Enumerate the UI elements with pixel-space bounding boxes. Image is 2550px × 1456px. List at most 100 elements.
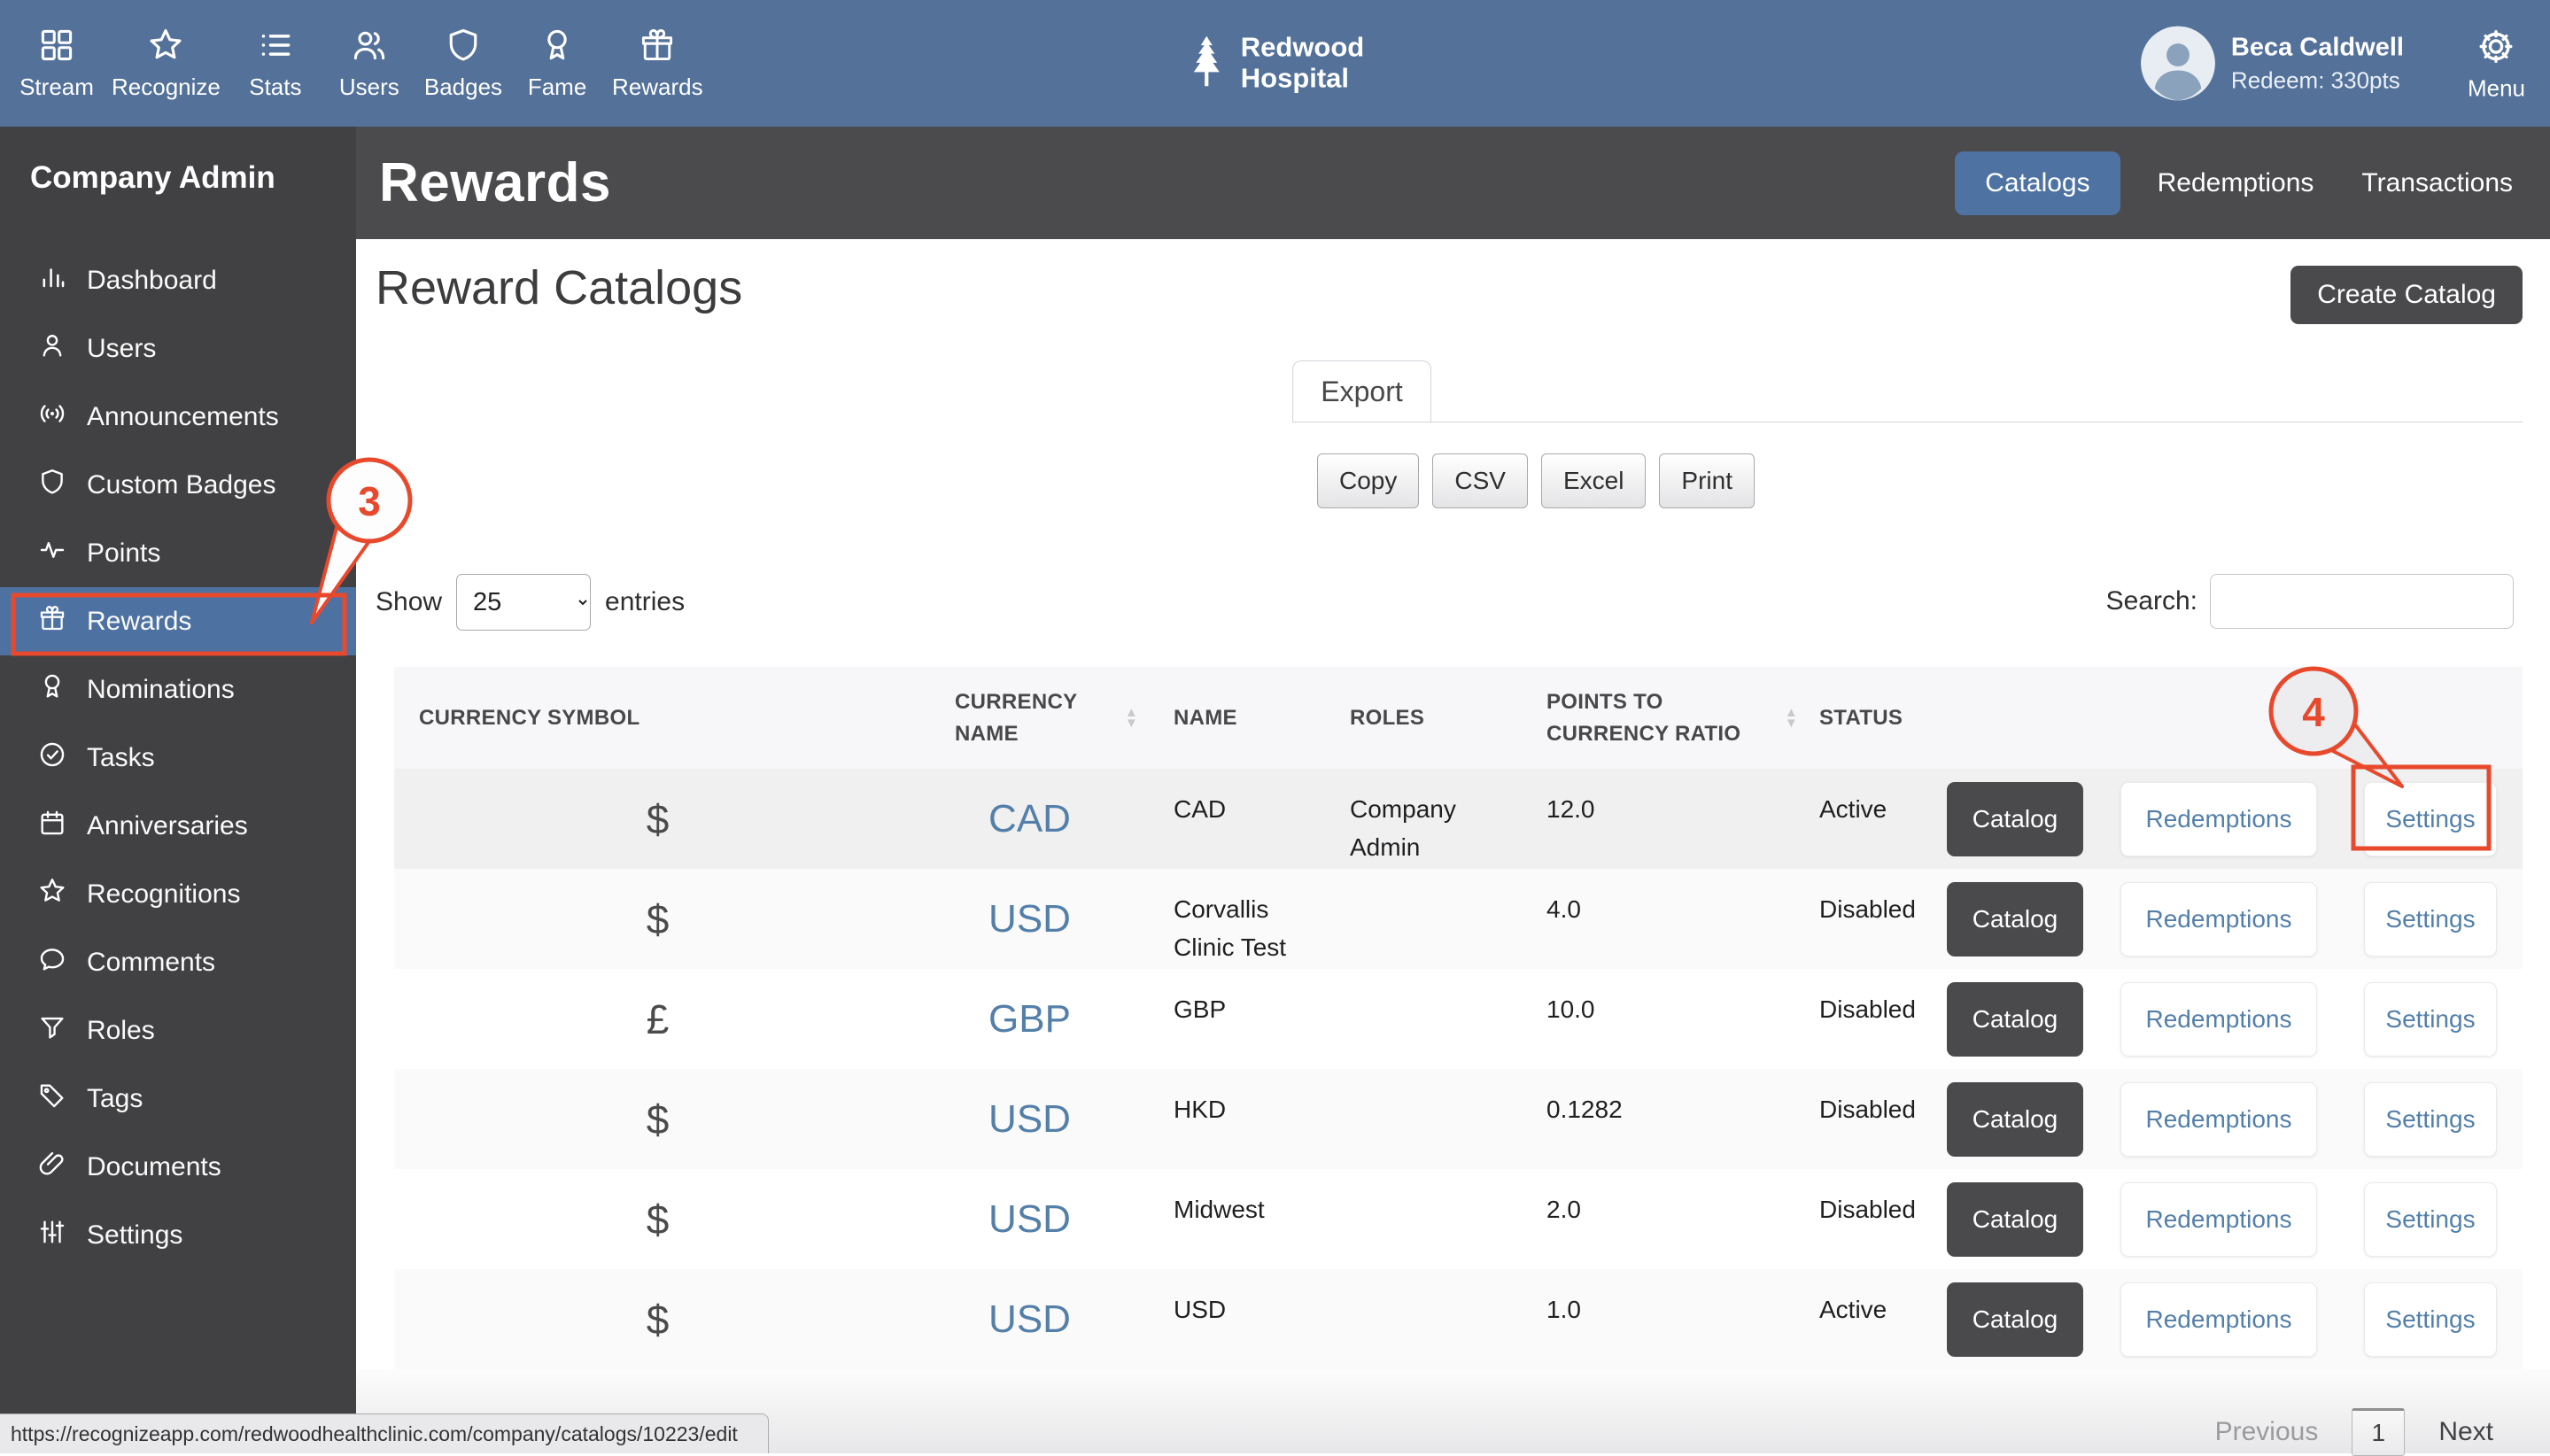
redemptions-button[interactable]: Redemptions	[2120, 1081, 2317, 1157]
sidebar-item-custom-badges[interactable]: Custom Badges	[0, 451, 356, 519]
nav-item-stream[interactable]: Stream	[18, 26, 96, 101]
star-icon	[146, 26, 185, 69]
catalog-button[interactable]: Catalog	[1947, 881, 2083, 956]
currency-symbol: $	[646, 895, 670, 942]
col-header-currency-name[interactable]: Currency Name ▲ ▼	[955, 689, 1138, 746]
copy-button[interactable]: Copy	[1317, 453, 1420, 508]
avatar[interactable]	[2140, 26, 2215, 101]
sidebar-item-tasks[interactable]: Tasks	[0, 724, 356, 792]
create-catalog-button[interactable]: Create Catalog	[2290, 266, 2523, 324]
settings-button[interactable]: Settings	[2364, 1081, 2497, 1157]
tab-transactions[interactable]: Transactions	[2361, 167, 2513, 197]
sidebar-item-recognitions[interactable]: Recognitions	[0, 860, 356, 928]
sidebar-item-dashboard[interactable]: Dashboard	[0, 246, 356, 314]
redemptions-button[interactable]: Redemptions	[2120, 881, 2317, 956]
status-url: https://recognizeapp.com/redwoodhealthcl…	[11, 1421, 738, 1445]
points-ratio: 1.0	[1546, 1296, 1581, 1323]
nav-item-badges[interactable]: Badges	[424, 26, 502, 101]
sliders-icon	[37, 1217, 67, 1254]
currency-name-link[interactable]: USD	[988, 896, 1071, 941]
redemptions-button[interactable]: Redemptions	[2120, 981, 2317, 1057]
status: Active	[1819, 795, 1887, 823]
page-number-button[interactable]: 1	[2352, 1408, 2406, 1456]
catalog-button[interactable]: Catalog	[1947, 1181, 2083, 1257]
sidebar-item-users[interactable]: Users	[0, 314, 356, 383]
sidebar-item-settings[interactable]: Settings	[0, 1201, 356, 1269]
paperclip-icon	[37, 1149, 67, 1186]
user-name: Beca Caldwell	[2230, 33, 2404, 61]
csv-button[interactable]: CSV	[1432, 453, 1528, 508]
export-tab[interactable]: Export	[1292, 360, 1431, 422]
menu-label: Menu	[2467, 74, 2525, 101]
broadcast-icon	[37, 399, 67, 436]
status: Disabled	[1819, 1096, 1916, 1123]
catalog-button[interactable]: Catalog	[1947, 1081, 2083, 1157]
catalog-name: HKD	[1174, 1096, 1227, 1123]
redemptions-button[interactable]: Redemptions	[2120, 781, 2317, 856]
catalog-button[interactable]: Catalog	[1947, 1282, 2083, 1357]
sidebar-item-roles[interactable]: Roles	[0, 996, 356, 1065]
sidebar-item-documents[interactable]: Documents	[0, 1133, 356, 1201]
settings-button[interactable]: Settings	[2364, 881, 2497, 956]
nav-item-rewards[interactable]: Rewards	[612, 26, 703, 101]
redemptions-button[interactable]: Redemptions	[2120, 1181, 2317, 1257]
points-ratio: 0.1282	[1546, 1096, 1623, 1123]
tab-redemptions[interactable]: Redemptions	[2157, 167, 2314, 197]
check-circle-icon	[37, 740, 67, 777]
currency-symbol: $	[646, 1196, 670, 1243]
currency-name-link[interactable]: CAD	[988, 796, 1071, 840]
nav-item-label: Fame	[527, 74, 587, 100]
page-size-select[interactable]: 25	[456, 574, 592, 631]
search-input[interactable]	[2210, 574, 2514, 629]
col-header-points-ratio[interactable]: Points to Currency Ratio ▲ ▼	[1546, 689, 1798, 746]
tab-catalogs[interactable]: Catalogs	[1955, 151, 2120, 215]
search-label: Search:	[2105, 586, 2197, 616]
settings-button[interactable]: Settings	[2364, 781, 2497, 856]
grid-icon	[37, 26, 76, 69]
print-button[interactable]: Print	[1659, 453, 1755, 508]
nav-item-stats[interactable]: Stats	[236, 26, 314, 101]
currency-name-link[interactable]: USD	[988, 1197, 1071, 1241]
sidebar-item-announcements[interactable]: Announcements	[0, 383, 356, 451]
currency-symbol: $	[646, 1296, 670, 1343]
table-row: $ USD Corvallis Clinic Test 4.0 Disabled…	[394, 869, 2523, 969]
nav-item-label: Recognize	[112, 74, 221, 100]
previous-page-button[interactable]: Previous	[2214, 1417, 2319, 1446]
redemptions-button[interactable]: Redemptions	[2120, 1282, 2317, 1357]
app-logo[interactable]: Redwood Hospital	[1186, 30, 1364, 97]
tree-icon	[1186, 30, 1227, 97]
main-area: Rewards Catalogs Redemptions Transaction…	[356, 127, 2550, 1456]
top-nav-right: Beca Caldwell Redeem: 330pts Menu	[2140, 25, 2525, 102]
show-label: Show	[376, 587, 443, 616]
currency-name-link[interactable]: USD	[988, 1096, 1071, 1141]
catalog-button[interactable]: Catalog	[1947, 781, 2083, 856]
status: Disabled	[1819, 895, 1916, 923]
menu-button[interactable]: Menu	[2468, 25, 2525, 102]
settings-button[interactable]: Settings	[2364, 1282, 2497, 1357]
sidebar-menu: Dashboard Users Announcements Custom Bad…	[0, 246, 356, 1269]
sidebar-item-rewards[interactable]: Rewards	[0, 587, 356, 655]
currency-symbol: $	[646, 1096, 670, 1142]
currency-name-link[interactable]: USD	[988, 1297, 1071, 1341]
star-icon	[37, 876, 67, 913]
sidebar-item-comments[interactable]: Comments	[0, 928, 356, 996]
sidebar-item-anniversaries[interactable]: Anniversaries	[0, 792, 356, 860]
settings-button[interactable]: Settings	[2364, 1181, 2497, 1257]
next-page-button[interactable]: Next	[2438, 1417, 2493, 1446]
currency-name-link[interactable]: GBP	[988, 996, 1071, 1041]
currency-symbol: $	[646, 795, 670, 842]
user-info[interactable]: Beca Caldwell Redeem: 330pts	[2231, 33, 2404, 94]
table-row: $ USD USD 1.0 Active Catalog Redemptions…	[394, 1269, 2523, 1369]
catalog-roles: Company Admin	[1350, 795, 1456, 862]
sidebar-item-nominations[interactable]: Nominations	[0, 655, 356, 724]
speech-bubble-icon	[37, 944, 67, 981]
nav-item-fame[interactable]: Fame	[518, 26, 596, 101]
sidebar-item-tags[interactable]: Tags	[0, 1065, 356, 1133]
catalog-button[interactable]: Catalog	[1947, 981, 2083, 1057]
excel-button[interactable]: Excel	[1540, 453, 1647, 508]
settings-button[interactable]: Settings	[2364, 981, 2497, 1057]
nav-item-recognize[interactable]: Recognize	[112, 26, 221, 101]
nav-item-users[interactable]: Users	[330, 26, 408, 101]
sidebar-item-points[interactable]: Points	[0, 519, 356, 587]
table-search: Search:	[2106, 574, 2514, 629]
